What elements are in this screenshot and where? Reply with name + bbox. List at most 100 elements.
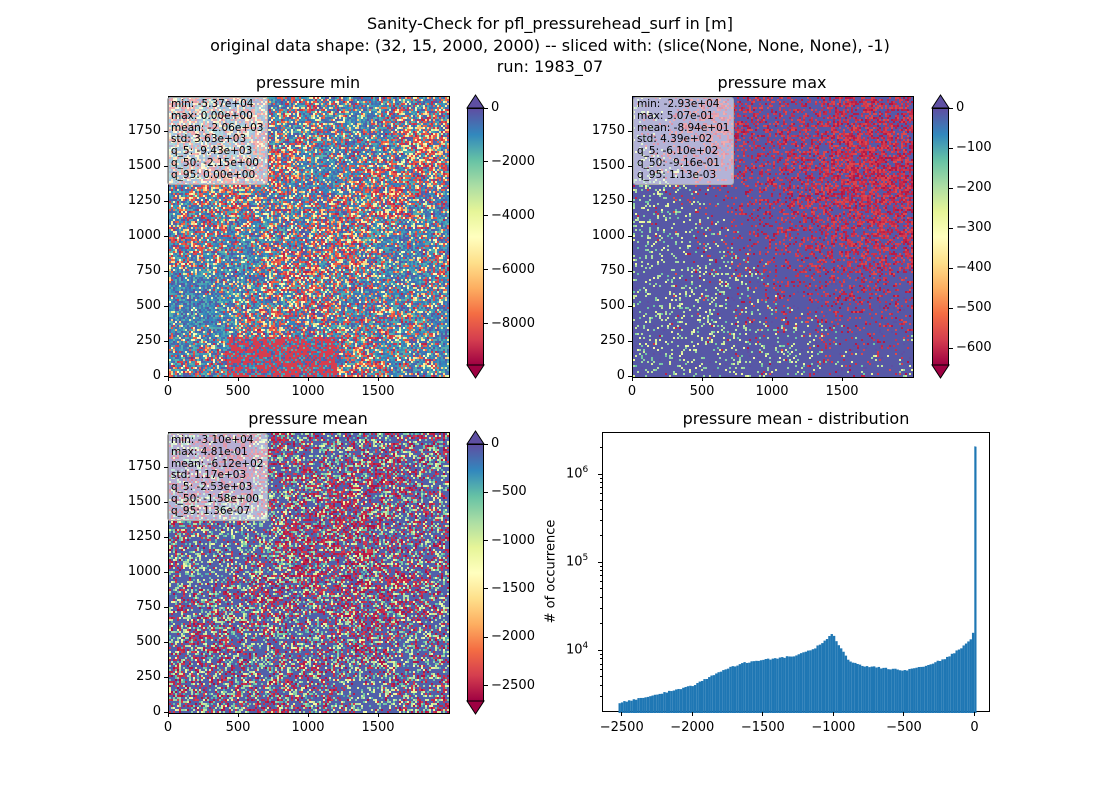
histogram-bar (644, 697, 647, 713)
y-minor-tick (600, 565, 602, 567)
y-tick-mark (164, 676, 168, 678)
colorbar-tick-mark (484, 269, 488, 271)
histogram-bar (745, 662, 749, 713)
y-tick-label: 1500 (591, 158, 625, 173)
colorbar-extend-min-triangle (931, 364, 950, 379)
x-tick-label: 500 (689, 384, 715, 399)
histogram-bar (635, 699, 638, 713)
histogram-bar (837, 645, 841, 713)
stats-line: q_95: 1.13e-03 (637, 168, 717, 181)
stats-box: min: -3.10e+04 max: 4.81e-01 mean: -6.12e+… (167, 433, 269, 521)
x-tick-mark (903, 712, 905, 716)
histogram-bar (712, 675, 716, 713)
y-tick-mark (164, 606, 168, 608)
histogram-bar (776, 658, 779, 713)
y-tick-mark (628, 270, 632, 272)
stats-line: mean: -6.12e+02 (171, 457, 264, 470)
stats-line: min: -5.37e+04 (171, 98, 254, 110)
histogram-bar (971, 632, 975, 713)
x-tick-label: −2000 (670, 720, 715, 735)
panel-title: pressure min (255, 73, 361, 92)
histogram-bar (679, 689, 683, 713)
y-tick-mark (598, 649, 602, 651)
y-tick-exponent: 5 (582, 553, 589, 564)
x-tick-mark (377, 377, 379, 381)
colorbar-tick-mark (949, 307, 953, 309)
y-tick-mark (598, 561, 602, 563)
y-minor-tick (600, 500, 602, 502)
histogram-bar (828, 636, 831, 713)
x-tick-label: 0 (163, 384, 173, 399)
colorbar-extend-min (466, 700, 485, 715)
figure-title-line-3: run: 1983_07 (496, 57, 604, 76)
y-minor-tick (600, 482, 602, 484)
colorbar-tick-label: −6000 (491, 261, 535, 277)
stats-box: min: -5.37e+04 max: 0.00e+00 mean: -2.06e+… (167, 97, 269, 185)
colorbar-tick-label: −500 (491, 484, 527, 500)
stats-line: std: 1.17e+03 (171, 469, 247, 482)
colorbar-tick-mark (484, 540, 488, 542)
histogram-bar (884, 667, 888, 713)
histogram-bar (825, 639, 829, 713)
histogram-bar (880, 668, 883, 713)
histogram-bar (901, 670, 904, 713)
y-tick-mark (628, 130, 632, 132)
histogram-bar (913, 668, 916, 713)
y-minor-tick (600, 684, 602, 686)
histogram-bar (936, 660, 939, 713)
histogram-bar (950, 653, 954, 713)
y-tick-mark (628, 375, 632, 377)
colorbar-tick-label: −2500 (491, 677, 535, 693)
histogram-bar (844, 655, 848, 713)
x-tick-label: 1500 (361, 720, 395, 735)
histogram-bar (849, 661, 852, 713)
histogram-bar (807, 650, 810, 713)
histogram-bar (792, 656, 796, 713)
x-tick-mark (841, 377, 843, 381)
y-minor-tick (600, 477, 602, 479)
histogram-bar (804, 651, 808, 713)
histogram-bar (665, 692, 669, 713)
histogram-bar (821, 643, 824, 713)
y-tick-mark (164, 165, 168, 167)
y-tick-label: 1500 (127, 158, 161, 173)
histogram-bar (738, 664, 742, 713)
histogram-bar (920, 666, 923, 713)
y-minor-tick (600, 588, 602, 590)
histogram-bar (627, 700, 631, 713)
histogram-bar (872, 666, 876, 713)
histogram-bar (896, 669, 899, 713)
y-minor-tick (600, 695, 602, 697)
histogram-bar (625, 701, 628, 713)
histogram-bar (790, 656, 793, 713)
x-tick-mark (167, 377, 169, 381)
histogram-bar (623, 701, 626, 713)
histogram-bar (639, 697, 643, 713)
y-minor-tick (600, 623, 602, 625)
histogram-bar (847, 659, 850, 713)
y-tick-label: 250 (600, 333, 625, 348)
histogram-bar (693, 685, 697, 713)
histogram-bar (710, 675, 713, 713)
y-tick-label: 250 (136, 333, 161, 348)
panel-title: pressure mean - distribution (682, 409, 910, 428)
y-minor-tick (600, 535, 602, 537)
y-minor-tick (600, 447, 602, 449)
stats-line: q_95: 1.36e-07 (171, 504, 251, 517)
x-tick-mark (621, 712, 623, 716)
y-tick-mark (164, 305, 168, 307)
y-tick-label: 1250 (591, 193, 625, 208)
histogram-bar (672, 690, 676, 713)
histogram-bar (960, 648, 963, 713)
histogram-bar (908, 668, 911, 713)
y-tick-mark (164, 130, 168, 132)
histogram-bar (757, 660, 760, 713)
histogram-bar (934, 662, 937, 713)
histogram-bar (700, 680, 704, 713)
histogram-bar (851, 662, 855, 713)
colorbar-tick-mark (484, 215, 488, 217)
histogram-bar (889, 669, 892, 713)
colorbar (467, 444, 484, 702)
y-tick-label: 105 (566, 553, 588, 569)
histogram-bar (656, 694, 659, 713)
